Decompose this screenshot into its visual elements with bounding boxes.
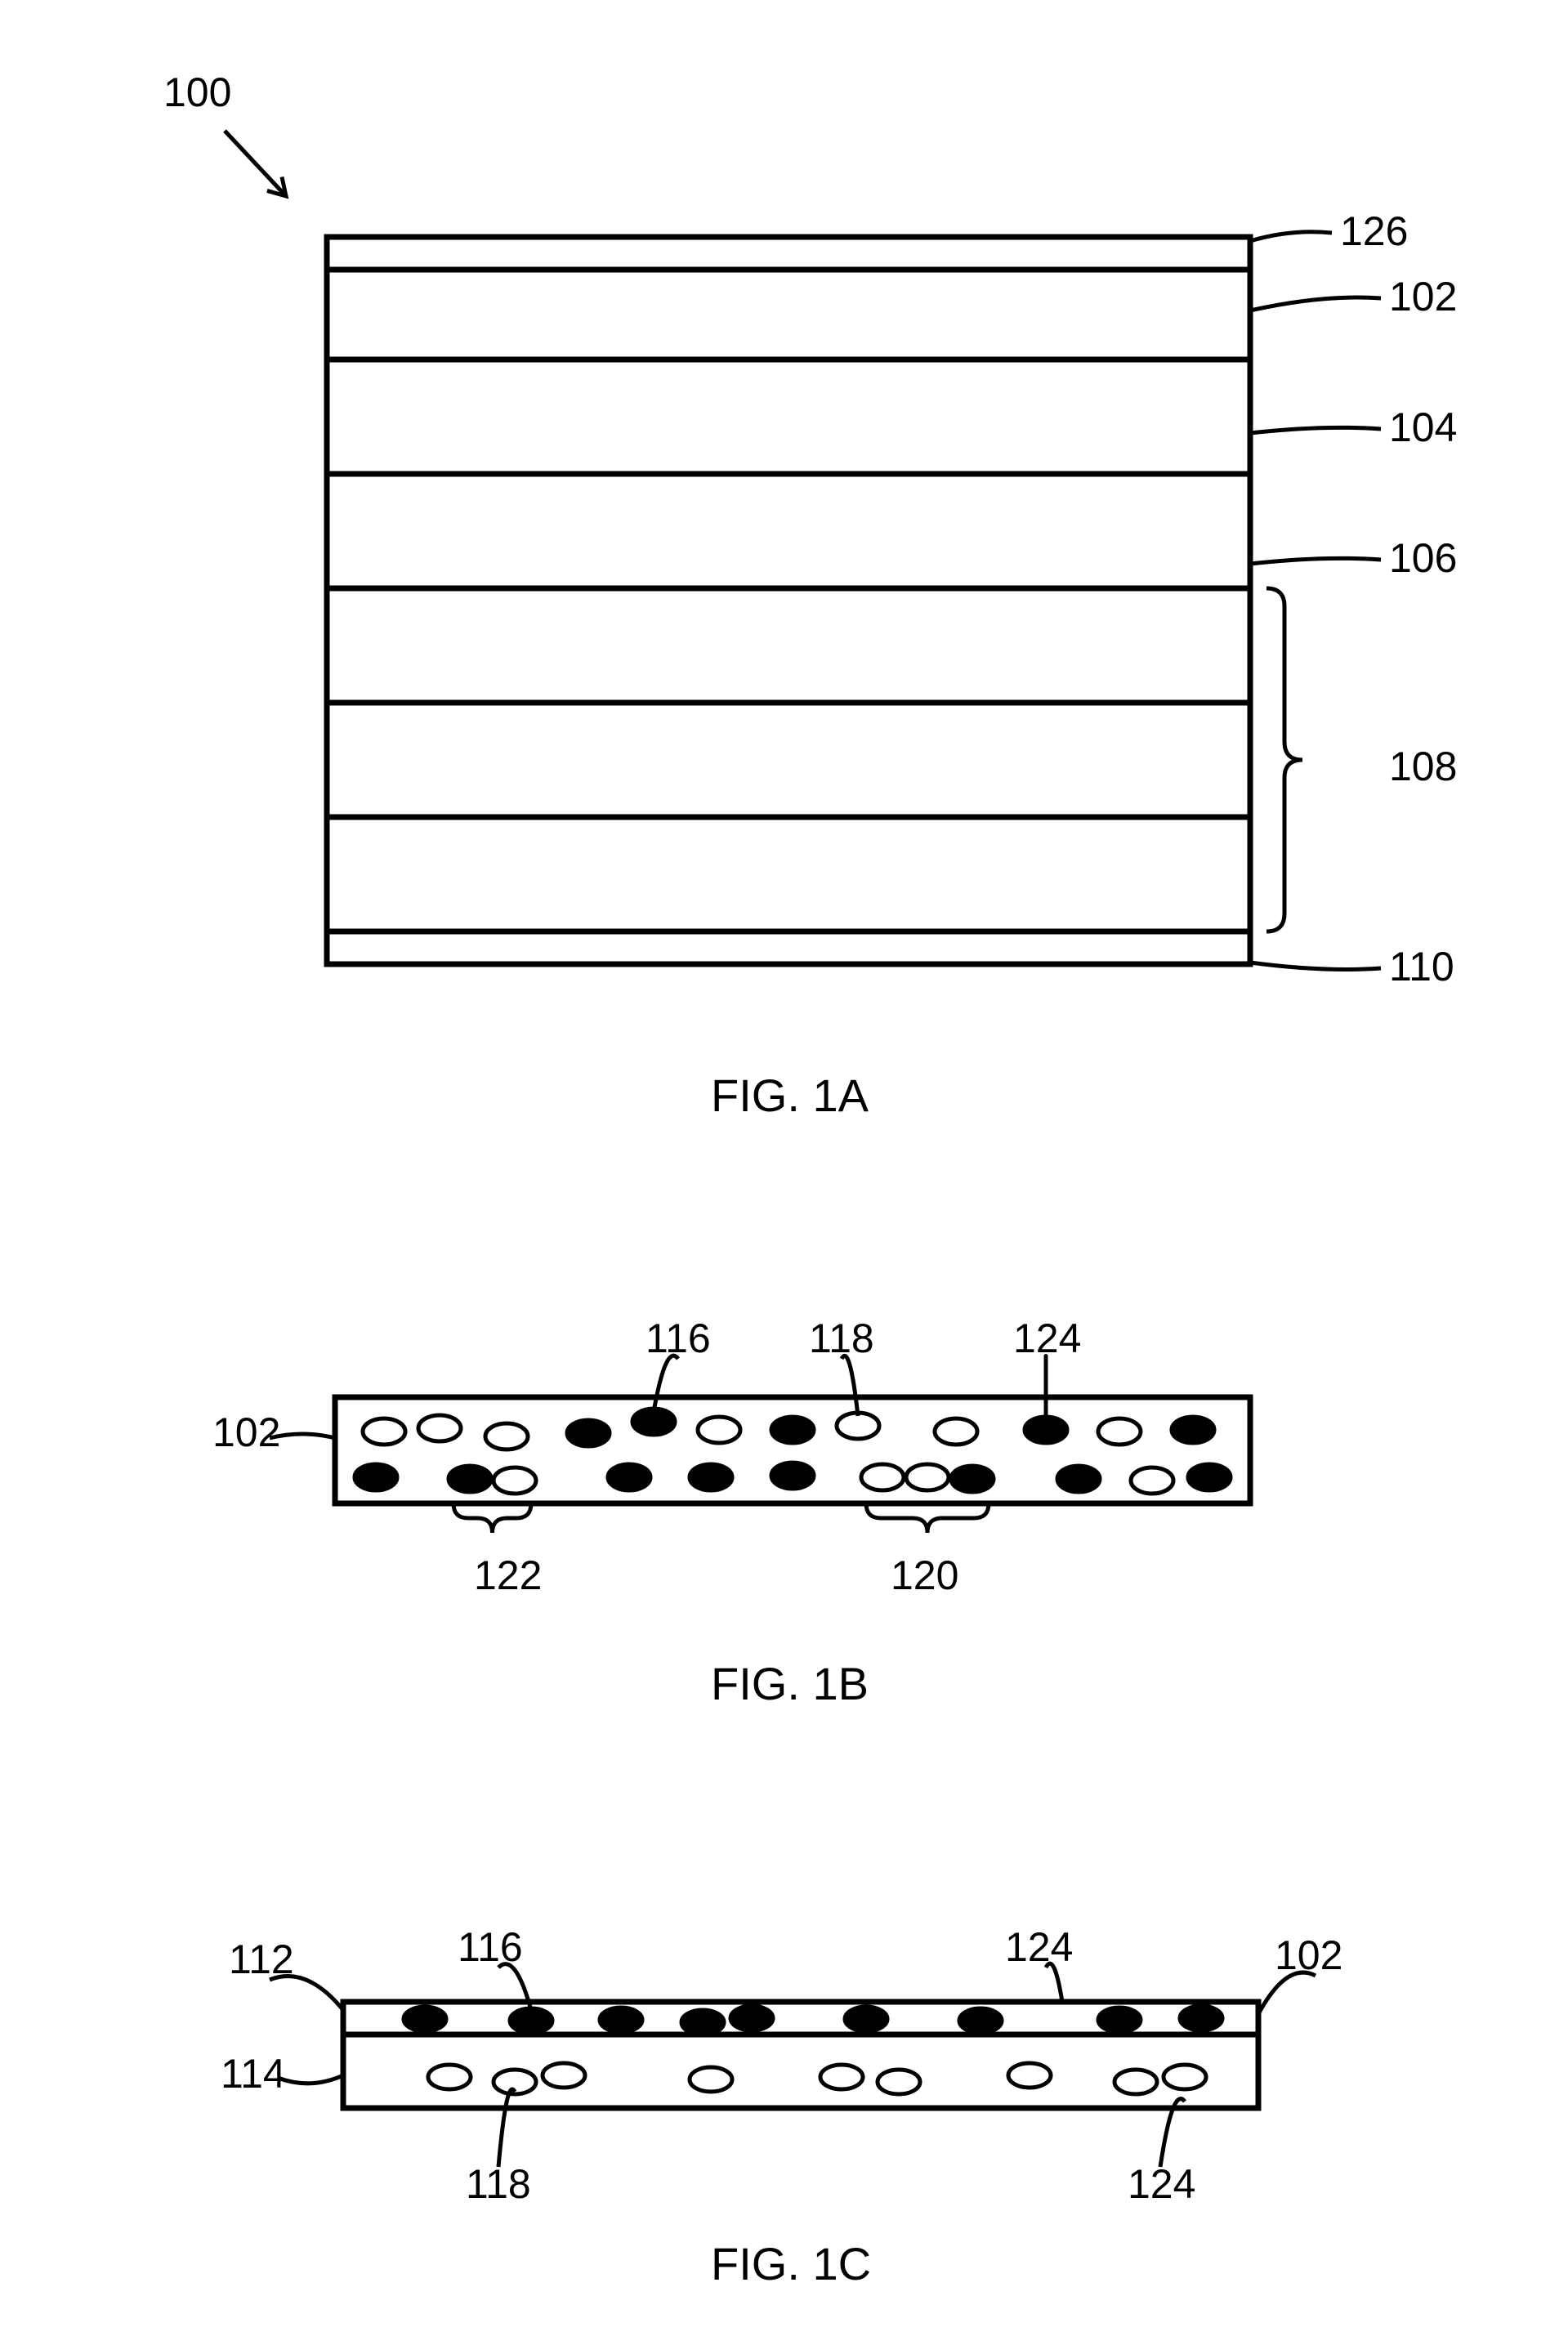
svg-text:112: 112 bbox=[229, 1936, 294, 1982]
svg-text:102: 102 bbox=[1389, 274, 1457, 319]
svg-text:124: 124 bbox=[1128, 2161, 1195, 2207]
svg-text:102: 102 bbox=[1275, 1932, 1342, 1978]
svg-text:100: 100 bbox=[163, 69, 231, 115]
svg-text:FIG. 1A: FIG. 1A bbox=[711, 1070, 869, 1121]
svg-text:104: 104 bbox=[1389, 404, 1457, 450]
svg-text:120: 120 bbox=[891, 1552, 958, 1598]
svg-text:126: 126 bbox=[1340, 208, 1408, 254]
svg-text:118: 118 bbox=[809, 1315, 874, 1361]
svg-text:FIG. 1C: FIG. 1C bbox=[711, 2238, 871, 2289]
svg-text:114: 114 bbox=[221, 2051, 286, 2097]
svg-text:108: 108 bbox=[1389, 744, 1457, 789]
svg-text:122: 122 bbox=[474, 1552, 542, 1598]
svg-text:116: 116 bbox=[646, 1315, 711, 1361]
svg-text:106: 106 bbox=[1389, 535, 1457, 581]
svg-text:110: 110 bbox=[1389, 944, 1454, 989]
svg-text:116: 116 bbox=[458, 1924, 523, 1970]
svg-text:124: 124 bbox=[1013, 1315, 1081, 1361]
svg-text:102: 102 bbox=[212, 1409, 280, 1455]
svg-text:118: 118 bbox=[466, 2161, 531, 2207]
svg-text:124: 124 bbox=[1005, 1924, 1073, 1970]
svg-text:FIG. 1B: FIG. 1B bbox=[711, 1658, 869, 1709]
